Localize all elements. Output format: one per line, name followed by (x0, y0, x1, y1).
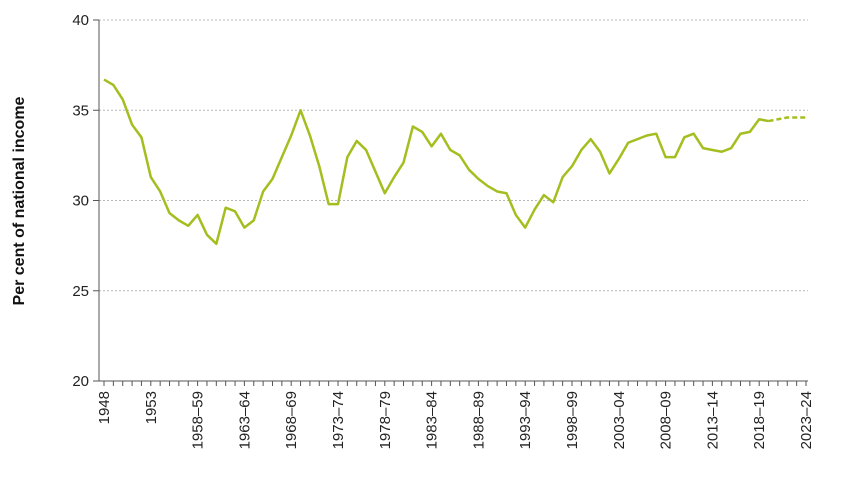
y-tick-label: 40 (72, 12, 89, 29)
y-tick-label: 20 (72, 373, 89, 390)
x-tick-label: 1953 (143, 391, 160, 424)
x-tick-label: 2003–04 (611, 391, 628, 449)
x-tick-label: 1983–84 (424, 391, 441, 449)
x-tick-label: 1993–94 (517, 391, 534, 449)
forecast-series-line (768, 116, 806, 123)
x-tick-label: 1998–99 (564, 391, 581, 449)
y-tick-label: 25 (72, 283, 89, 300)
y-tick-labels: 20 25 30 35 40 (72, 12, 99, 390)
x-tick-labels: 1948 1953 1958–59 1963–64 1968–69 1973–74 1978… (96, 381, 815, 449)
x-tick-label: 2013–14 (704, 391, 721, 449)
y-tick-label: 30 (72, 193, 89, 210)
x-tick-label: 1958–59 (190, 391, 207, 449)
y-tick-label: 35 (72, 102, 89, 119)
gridlines (99, 19, 808, 292)
axes (98, 20, 808, 382)
x-tick-label: 2018–19 (751, 391, 768, 449)
x-tick-label: 1973–74 (330, 391, 347, 449)
x-tick-label: 1988–89 (470, 391, 487, 449)
x-tick-label: 1968–69 (283, 391, 300, 449)
x-tick-label: 1978–79 (377, 391, 394, 449)
x-tick-label: 1948 (96, 391, 113, 424)
x-tick-label: 1963–64 (236, 391, 253, 449)
series-line (103, 78, 769, 246)
series-lines (103, 78, 806, 246)
x-tick-label: 2008–09 (658, 391, 675, 449)
y-axis-label: Per cent of national income (11, 96, 28, 305)
x-tick-label: 2023–24 (798, 391, 815, 449)
